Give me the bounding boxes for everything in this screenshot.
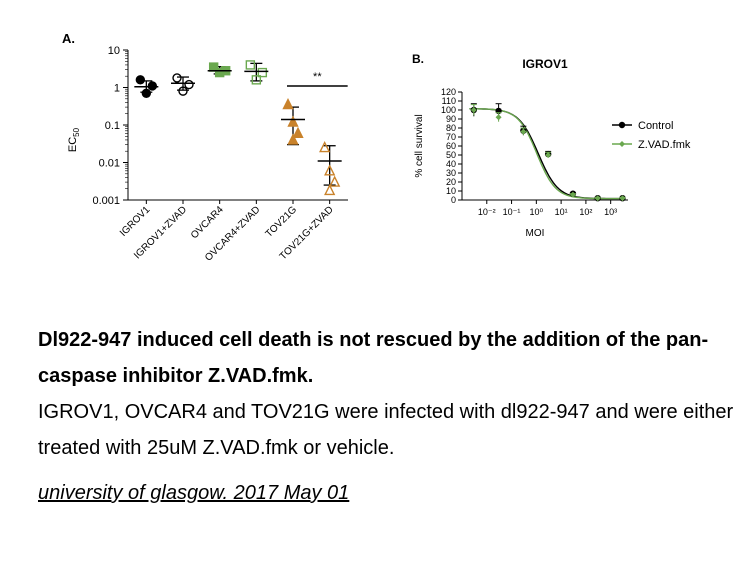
y-tick-label: 0 — [451, 195, 456, 205]
x-tick-label: TOV21G — [264, 204, 300, 240]
significance-label: ** — [313, 71, 322, 83]
x-axis-label: MOI — [526, 228, 545, 239]
y-tick-label: 0.01 — [99, 158, 120, 170]
data-point — [147, 81, 158, 91]
data-point — [135, 75, 146, 85]
y-tick-label: 40 — [446, 159, 456, 169]
y-tick-label: 0.001 — [92, 195, 120, 207]
y-tick-label: 70 — [446, 132, 456, 142]
data-point — [569, 191, 576, 198]
caption-source[interactable]: university of glasgow. 2017 May 01 — [38, 482, 350, 504]
x-tick-label: OVCAR4 — [189, 204, 226, 241]
legend-marker — [619, 141, 625, 147]
data-point — [545, 152, 552, 158]
y-tick-label: 60 — [446, 141, 456, 151]
data-point — [594, 195, 601, 202]
legend-label: Control — [638, 120, 673, 132]
data-point — [257, 67, 268, 78]
data-point — [178, 86, 188, 96]
data-point — [245, 60, 256, 70]
data-point — [172, 73, 182, 83]
caption-body: IGROV1, OVCAR4 and TOV21G were infected … — [38, 401, 734, 459]
legend-label: Z.VAD.fmk — [638, 139, 691, 151]
data-point — [184, 79, 194, 90]
data-point — [214, 67, 225, 78]
x-tick-label: 10¹ — [555, 207, 568, 217]
y-axis-label: EC50 — [67, 127, 81, 152]
y-tick-label: 90 — [446, 114, 456, 124]
y-tick-label: 30 — [446, 168, 456, 178]
y-tick-label: 10 — [108, 45, 120, 57]
y-tick-label: 10 — [446, 186, 456, 196]
y-axis-label: % cell survival — [414, 114, 425, 177]
data-point — [319, 141, 331, 153]
data-point — [470, 107, 477, 113]
y-tick-label: 80 — [446, 123, 456, 133]
y-tick-label: 120 — [441, 87, 456, 97]
x-tick-label: IGROV1 — [118, 204, 153, 239]
y-tick-label: 1 — [114, 83, 120, 95]
x-tick-label: 10⁻¹ — [503, 207, 521, 217]
y-tick-label: 50 — [446, 150, 456, 160]
y-tick-label: 110 — [442, 96, 456, 106]
panel-a-label: A. — [62, 31, 75, 46]
legend-marker — [618, 121, 626, 129]
x-tick-label: 10² — [579, 207, 592, 217]
data-point — [287, 115, 299, 127]
x-tick-label: 10³ — [604, 207, 617, 217]
data-point — [329, 175, 341, 187]
x-tick-label: 10⁰ — [530, 207, 544, 217]
caption-title: Dl922-947 induced cell death is not resc… — [38, 329, 709, 387]
data-point — [287, 133, 299, 145]
data-point — [292, 126, 304, 139]
data-point — [282, 98, 294, 110]
y-tick-label: 0.1 — [105, 120, 120, 132]
y-tick-label: 100 — [441, 105, 456, 115]
panel-b-label: B. — [412, 52, 424, 66]
chart-title: IGROV1 — [522, 57, 568, 71]
x-tick-label: 10⁻² — [478, 207, 496, 217]
y-tick-label: 20 — [446, 177, 456, 187]
data-point — [520, 128, 527, 135]
data-point — [141, 88, 152, 99]
data-point — [324, 164, 336, 176]
data-point — [619, 195, 626, 202]
data-point — [495, 114, 502, 121]
data-point — [324, 183, 336, 196]
data-point — [251, 75, 262, 85]
